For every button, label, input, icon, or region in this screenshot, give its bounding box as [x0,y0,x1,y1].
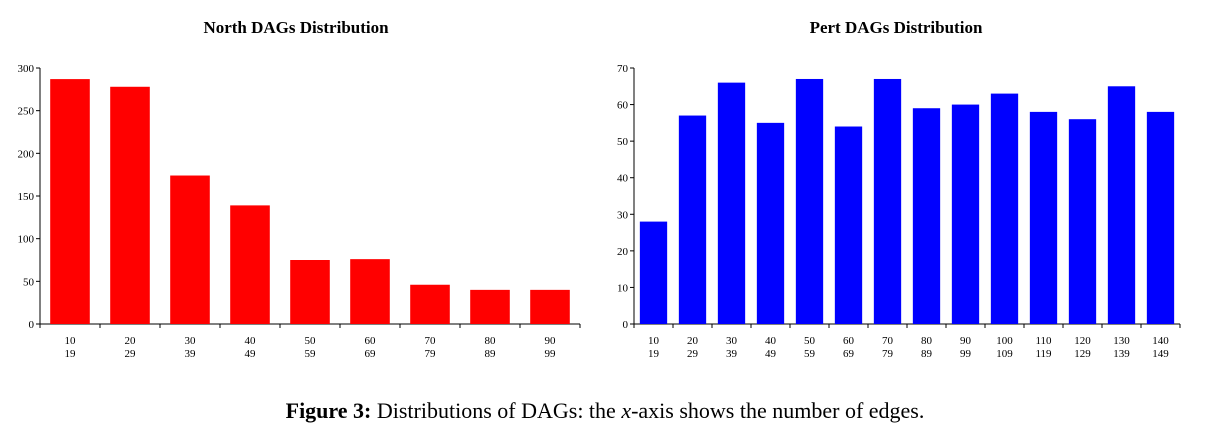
pert-x-tick-label: 119 [1035,348,1052,360]
north-y-tick-label: 300 [18,63,35,75]
pert-y-tick-label: 30 [617,209,629,221]
pert-y-tick-label: 0 [623,319,629,331]
pert-x-tick-label: 130 [1113,335,1130,347]
pert-bar [912,108,941,324]
north-x-tick-label: 79 [425,348,437,360]
pert-x-tick-label: 20 [687,335,699,347]
north-bar [470,289,510,324]
caption-text-before: Distributions of DAGs: the [376,398,622,423]
pert-x-tick-label: 89 [921,348,933,360]
north-y-tick-label: 100 [18,234,35,246]
pert-x-tick-label: 10 [648,335,660,347]
pert-chart-title: Pert DAGs Distribution [809,18,983,37]
north-y-tick-label: 0 [29,319,35,331]
north-x-tick-label: 70 [425,335,437,347]
north-dags-chart: 0501001502002503001019202930394049505960… [18,63,581,360]
caption-text-after: -axis shows the number of edges. [631,398,925,423]
caption-variable: x [621,398,632,423]
north-bar [530,289,570,324]
pert-y-tick-label: 60 [617,100,629,112]
pert-bar [1107,86,1136,325]
pert-bar [639,221,668,324]
pert-bar [873,78,902,324]
north-y-tick-label: 200 [18,148,35,160]
north-y-tick-label: 250 [18,106,35,118]
north-x-tick-label: 60 [365,335,377,347]
north-x-tick-label: 99 [545,348,557,360]
pert-bar [834,126,863,324]
pert-bar [1146,111,1175,324]
north-x-tick-label: 89 [485,348,497,360]
north-x-tick-label: 49 [245,348,257,360]
north-x-tick-label: 90 [545,335,557,347]
pert-x-tick-label: 90 [960,335,972,347]
pert-x-tick-label: 70 [882,335,894,347]
pert-bar [756,122,785,324]
north-x-tick-label: 39 [185,348,197,360]
pert-y-tick-label: 50 [617,136,629,148]
pert-bar [951,104,980,324]
north-bar [290,260,330,324]
pert-x-tick-label: 49 [765,348,777,360]
north-x-tick-label: 30 [185,335,197,347]
figure-caption: Figure 3: Distributions of DAGs: the x-a… [0,398,1210,424]
north-bar [110,86,150,324]
north-bar [350,259,390,324]
north-bar [410,284,450,324]
pert-x-tick-label: 149 [1152,348,1169,360]
pert-x-tick-label: 60 [843,335,855,347]
caption-label: Figure 3: [285,398,372,423]
pert-bar [678,115,707,325]
north-bar [50,79,90,325]
pert-x-tick-label: 30 [726,335,738,347]
pert-y-tick-label: 10 [617,282,629,294]
pert-x-tick-label: 69 [843,348,855,360]
pert-x-tick-label: 139 [1113,348,1130,360]
pert-x-tick-label: 19 [648,348,660,360]
pert-x-tick-label: 59 [804,348,816,360]
pert-x-tick-label: 99 [960,348,972,360]
pert-x-tick-label: 100 [996,335,1013,347]
pert-x-tick-label: 140 [1152,335,1169,347]
pert-bar [1068,119,1097,324]
pert-x-tick-label: 79 [882,348,894,360]
north-x-tick-label: 19 [65,348,77,360]
pert-bar [795,78,824,324]
pert-bar [990,93,1019,324]
north-x-tick-label: 20 [125,335,137,347]
pert-x-tick-label: 29 [687,348,699,360]
pert-x-tick-label: 80 [921,335,933,347]
pert-x-tick-label: 120 [1074,335,1091,347]
north-x-tick-label: 40 [245,335,257,347]
north-x-tick-label: 50 [305,335,317,347]
pert-x-tick-label: 39 [726,348,738,360]
pert-y-tick-label: 20 [617,246,629,258]
north-x-tick-label: 80 [485,335,497,347]
pert-x-tick-label: 109 [996,348,1013,360]
pert-x-tick-label: 110 [1035,335,1052,347]
pert-bar [717,82,746,324]
north-x-tick-label: 59 [305,348,317,360]
north-chart-title: North DAGs Distribution [203,18,389,37]
north-x-tick-label: 10 [65,335,77,347]
pert-x-tick-label: 40 [765,335,777,347]
pert-y-tick-label: 70 [617,63,629,75]
pert-x-tick-label: 129 [1074,348,1091,360]
north-bar [170,175,210,324]
north-bar [230,205,270,324]
pert-bar [1029,111,1058,324]
north-x-tick-label: 69 [365,348,377,360]
pert-x-tick-label: 50 [804,335,816,347]
pert-y-tick-label: 40 [617,173,629,185]
north-x-tick-label: 29 [125,348,137,360]
pert-dags-chart: 0102030405060701019202930394049505960697… [617,63,1181,360]
north-y-tick-label: 50 [23,276,35,288]
north-y-tick-label: 150 [18,191,35,203]
